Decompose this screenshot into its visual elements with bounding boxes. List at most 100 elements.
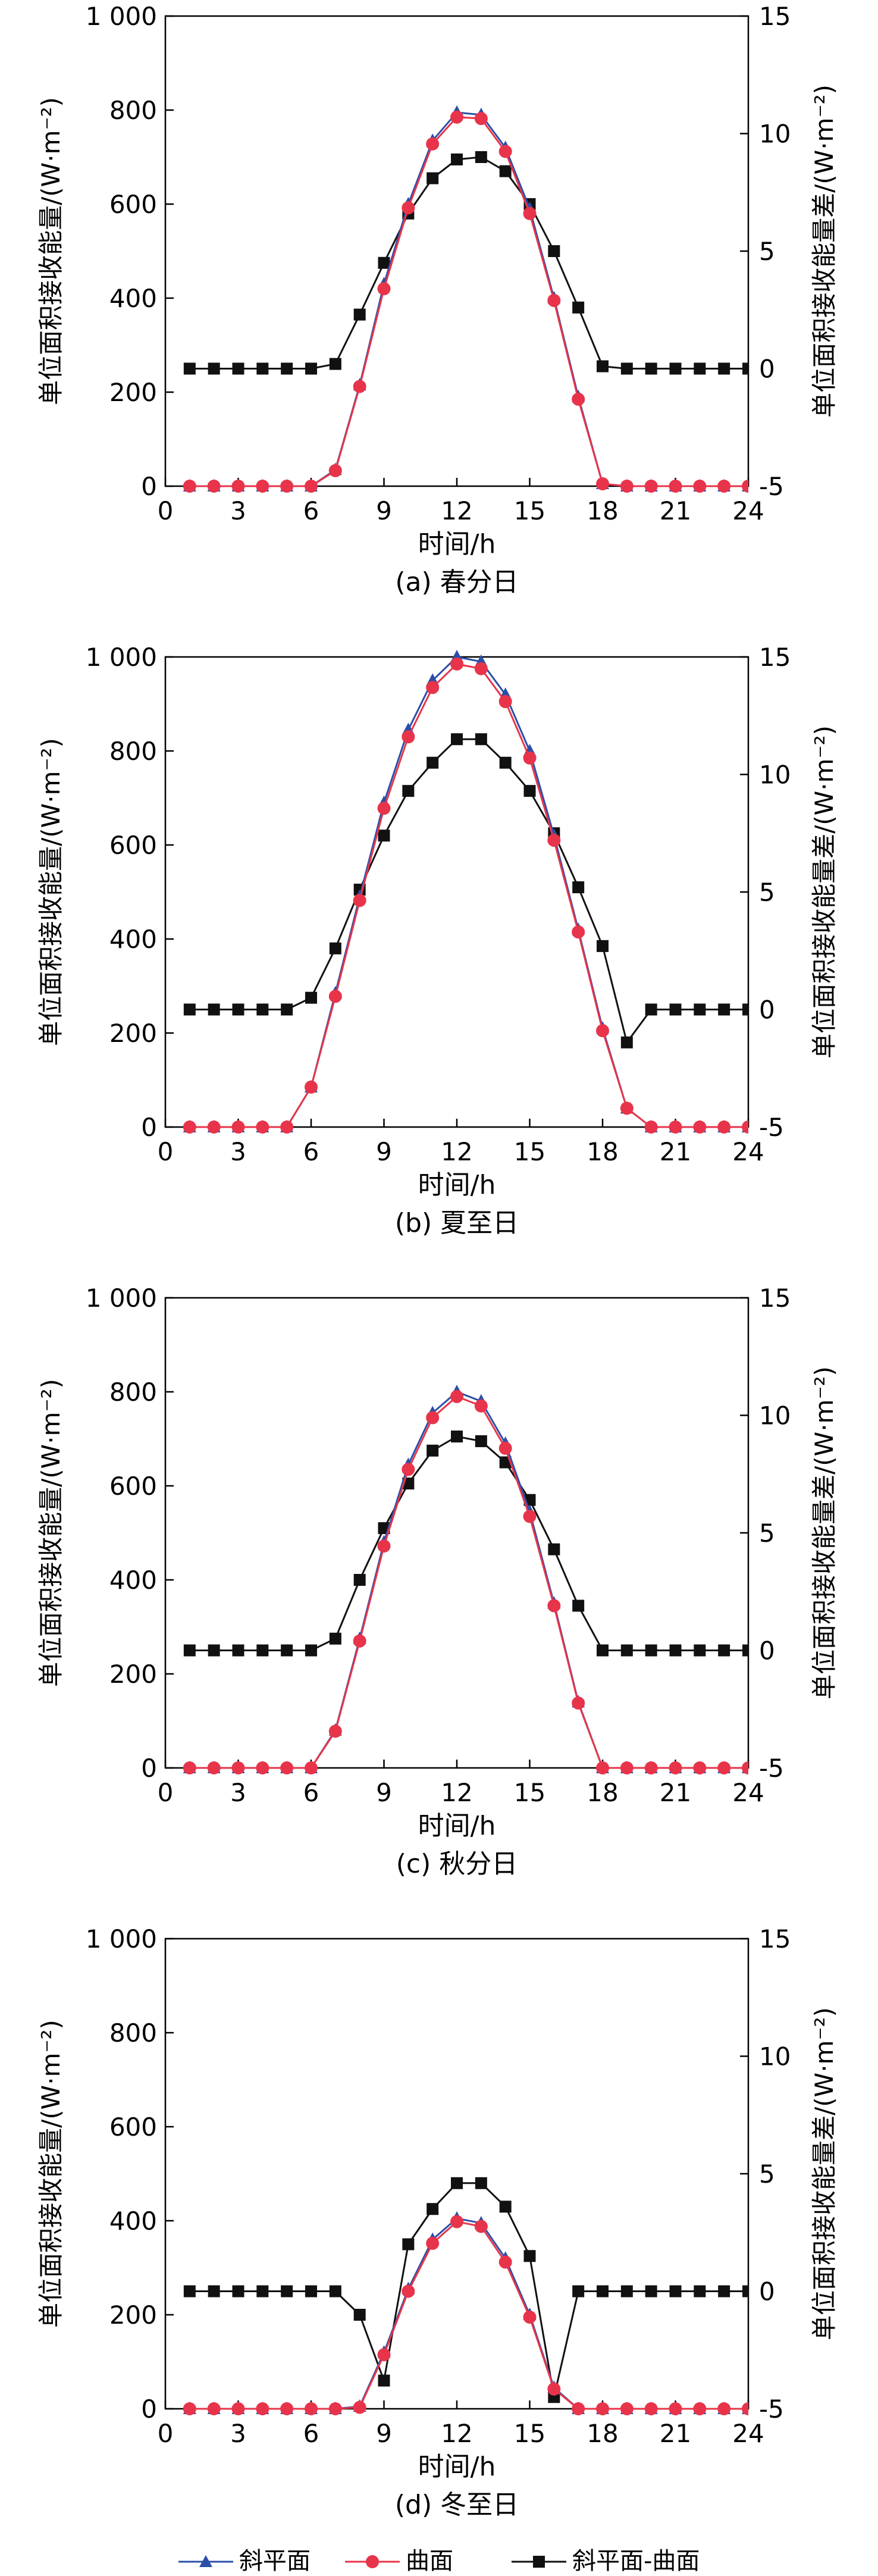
data-point bbox=[572, 392, 585, 406]
data-point bbox=[426, 1411, 440, 1425]
panel-caption: (c) 秋分日 bbox=[396, 1849, 518, 1879]
series-line bbox=[189, 663, 748, 1128]
data-point bbox=[208, 2285, 220, 2298]
data-point bbox=[669, 2285, 682, 2298]
y-left-tick-label: 200 bbox=[109, 378, 157, 407]
data-point bbox=[669, 2402, 682, 2415]
y-right-tick-label: -5 bbox=[759, 472, 784, 501]
x-tick-label: 3 bbox=[230, 1778, 246, 1807]
data-point bbox=[353, 308, 366, 321]
data-point bbox=[547, 834, 561, 847]
data-point bbox=[328, 1724, 342, 1738]
data-point bbox=[572, 301, 585, 314]
data-point bbox=[281, 1644, 293, 1657]
data-point bbox=[256, 362, 269, 375]
data-point bbox=[232, 362, 244, 375]
series-1 bbox=[183, 2215, 748, 2415]
series-line bbox=[189, 2182, 748, 2397]
data-point bbox=[353, 894, 366, 907]
data-point bbox=[742, 1644, 748, 1657]
data-point bbox=[207, 1761, 221, 1774]
data-point bbox=[644, 2402, 658, 2415]
data-point bbox=[596, 1761, 609, 1774]
y-right-tick-label: 0 bbox=[759, 355, 775, 384]
data-point bbox=[523, 2250, 536, 2262]
data-point bbox=[523, 785, 536, 797]
x-tick-label: 9 bbox=[376, 2419, 392, 2448]
data-point bbox=[231, 1761, 245, 1774]
x-tick-label: 15 bbox=[514, 496, 545, 525]
data-point bbox=[523, 1510, 537, 1523]
x-tick-label: 18 bbox=[587, 2419, 618, 2448]
data-point bbox=[377, 2348, 391, 2362]
triangle-marker-icon bbox=[199, 2555, 212, 2567]
y-right-tick-label: 5 bbox=[759, 1519, 775, 1548]
y-left-tick-label: 600 bbox=[109, 1472, 157, 1501]
data-point bbox=[693, 480, 707, 493]
series-2 bbox=[183, 733, 748, 1048]
series-line bbox=[189, 656, 748, 1128]
data-point bbox=[281, 1003, 293, 1016]
legend-item-curved: 曲面 bbox=[345, 2547, 453, 2575]
data-point bbox=[620, 2285, 633, 2298]
data-point bbox=[280, 1761, 294, 1774]
data-point bbox=[232, 2285, 244, 2298]
data-point bbox=[328, 990, 342, 1003]
data-point bbox=[305, 2402, 318, 2415]
data-point bbox=[402, 2284, 415, 2298]
data-point bbox=[183, 480, 196, 493]
data-point bbox=[329, 1632, 341, 1645]
data-point bbox=[402, 201, 415, 215]
data-point bbox=[572, 925, 585, 939]
x-axis-title: 时间/h bbox=[418, 1811, 496, 1841]
legend-item-difference: 斜平面-曲面 bbox=[512, 2547, 700, 2575]
data-point bbox=[183, 1120, 196, 1134]
data-point bbox=[547, 293, 561, 307]
data-point bbox=[402, 785, 415, 797]
legend-label-inclined: 斜平面 bbox=[239, 2547, 311, 2575]
data-point bbox=[742, 2402, 748, 2415]
y-right-axis-title: 单位面积接收能量差/(W·m⁻²) bbox=[810, 725, 839, 1059]
legend-item-inclined: 斜平面 bbox=[178, 2547, 311, 2575]
data-point bbox=[426, 137, 440, 151]
series-0 bbox=[183, 2211, 748, 2414]
data-point bbox=[402, 730, 415, 744]
data-point bbox=[305, 1080, 318, 1094]
series-line bbox=[189, 156, 748, 370]
data-point bbox=[644, 1120, 658, 1134]
data-point bbox=[548, 245, 560, 257]
x-axis-title: 时间/h bbox=[418, 2452, 496, 2482]
x-tick-label: 6 bbox=[303, 2419, 319, 2448]
y-right-tick-label: 5 bbox=[759, 878, 775, 907]
data-point bbox=[451, 153, 463, 165]
data-point bbox=[207, 2402, 221, 2415]
data-point bbox=[377, 1539, 391, 1553]
data-point bbox=[645, 1003, 657, 1016]
y-right-tick-label: 15 bbox=[759, 1924, 791, 1954]
data-point bbox=[426, 2236, 440, 2250]
data-point bbox=[597, 360, 609, 373]
data-point bbox=[742, 1761, 748, 1774]
data-point bbox=[620, 362, 633, 375]
data-point bbox=[498, 2255, 512, 2269]
y-right-tick-label: 0 bbox=[759, 1636, 775, 1666]
y-right-tick-label: 5 bbox=[759, 237, 775, 266]
data-point bbox=[548, 1543, 560, 1555]
circle-marker-icon bbox=[366, 2555, 379, 2568]
data-point bbox=[717, 1761, 731, 1774]
data-point bbox=[353, 380, 366, 393]
series-2 bbox=[183, 1431, 748, 1657]
data-point bbox=[499, 165, 512, 177]
data-point bbox=[597, 1644, 609, 1657]
series-0 bbox=[183, 1385, 748, 1773]
y-right-axis-title: 单位面积接收能量差/(W·m⁻²) bbox=[810, 1366, 839, 1699]
data-point bbox=[572, 1600, 585, 1612]
data-point bbox=[231, 1120, 245, 1134]
data-point bbox=[693, 1761, 707, 1774]
y-left-tick-label: 0 bbox=[141, 1113, 157, 1142]
data-point bbox=[597, 940, 609, 952]
plot-frame bbox=[164, 15, 750, 487]
data-point bbox=[208, 1003, 220, 1016]
y-right-tick-label: -5 bbox=[759, 1113, 784, 1142]
data-point bbox=[475, 2177, 487, 2189]
